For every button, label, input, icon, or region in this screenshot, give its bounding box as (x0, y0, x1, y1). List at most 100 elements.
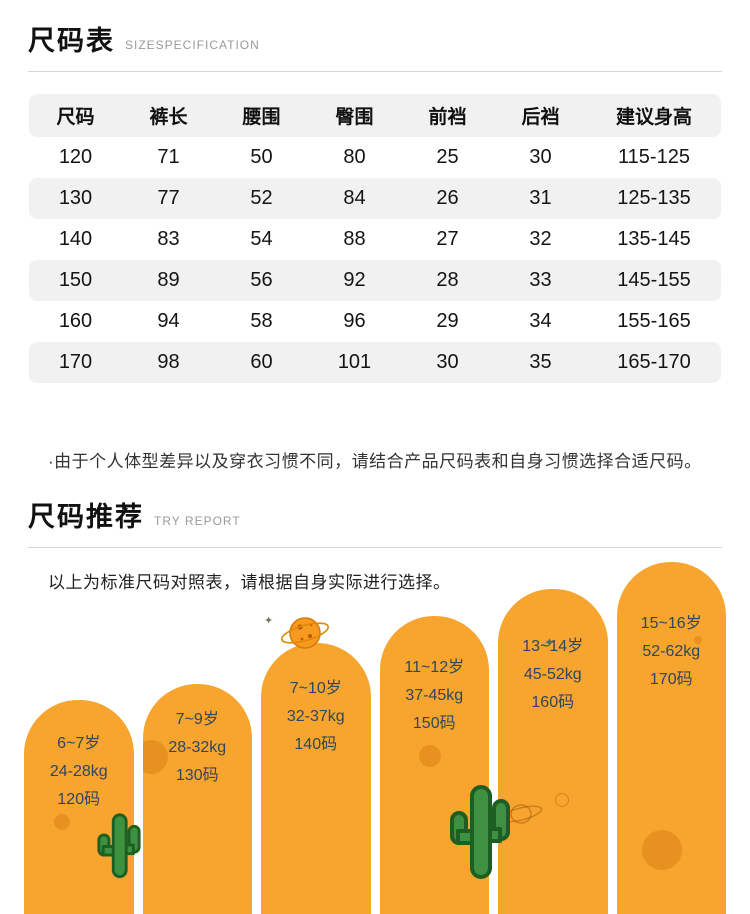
table-cell: 160 (58, 310, 93, 332)
table-cell: 54 (250, 228, 273, 250)
table-row: 120 71 50 80 25 30 115-125 (29, 137, 721, 178)
recommend-section-title: 尺码推荐 (28, 502, 144, 532)
table-cell: 58 (250, 310, 273, 332)
table-cell: 140 (58, 228, 93, 250)
arch-170: 15~16岁 52-62kg 170码 (616, 562, 726, 914)
table-cell: 60 (215, 342, 308, 383)
circle-decor (142, 740, 168, 774)
size-section-title: 尺码表 (28, 26, 115, 56)
table-row: 130 77 52 84 26 31 125-135 (29, 178, 721, 219)
table-cell: 25 (436, 146, 459, 168)
table-cell: 135-145 (617, 228, 691, 250)
section-divider (28, 71, 722, 72)
arch-weight: 52-62kg (642, 643, 701, 660)
arch-160: 13~14岁 45-52kg 160码 (498, 589, 608, 914)
arch-age: 11~12岁 (404, 659, 465, 676)
sparkle-icon: ✦ (544, 635, 555, 650)
dot-decor (693, 636, 702, 644)
table-cell: 83 (157, 228, 180, 250)
dot-decor (54, 814, 70, 830)
circle-decor (418, 745, 441, 767)
planet-icon (281, 617, 329, 649)
table-cell: 92 (308, 260, 401, 301)
arch-size: 150码 (412, 715, 456, 732)
col-back-rise: 后裆 (494, 94, 587, 137)
table-cell: 35 (494, 342, 587, 383)
arch-130: 7~9岁 28-32kg 130码 (142, 684, 252, 914)
arch-age: 6~7岁 (57, 735, 101, 752)
table-row: 150 89 56 92 28 33 145-155 (29, 260, 721, 301)
dot-decor (555, 793, 569, 807)
table-row: 140 83 54 88 27 32 135-145 (29, 219, 721, 260)
table-cell: 30 (529, 146, 552, 168)
cactus-icon (97, 813, 141, 879)
circle-decor (641, 830, 682, 870)
arch-weight: 32-37kg (286, 708, 345, 725)
col-waist: 腰围 (215, 94, 308, 137)
table-cell: 94 (157, 310, 180, 332)
section-divider (28, 547, 722, 548)
col-suggested-height: 建议身高 (587, 94, 721, 137)
arch-size: 120码 (57, 791, 101, 808)
arch-age: 15~16岁 (640, 615, 702, 632)
size-table-head: 尺码 裤长 腰围 臀围 前裆 后裆 建议身高 (29, 94, 721, 137)
table-cell: 101 (308, 342, 401, 383)
arch-age: 7~10岁 (289, 680, 342, 697)
arch-weight: 45-52kg (523, 666, 582, 683)
table-cell: 50 (250, 146, 273, 168)
table-cell: 56 (215, 260, 308, 301)
arch-weight: 24-28kg (49, 763, 108, 780)
table-cell: 170 (29, 342, 122, 383)
table-cell: 130 (29, 178, 122, 219)
table-row: 170 98 60 101 30 35 165-170 (29, 342, 721, 383)
arch-age: 13~14岁 (522, 638, 584, 655)
table-cell: 33 (494, 260, 587, 301)
table-row: 160 94 58 96 29 34 155-165 (29, 301, 721, 342)
table-cell: 84 (308, 178, 401, 219)
arch-size: 140码 (294, 736, 338, 753)
table-cell: 88 (343, 228, 366, 250)
table-cell: 96 (343, 310, 366, 332)
table-cell: 89 (122, 260, 215, 301)
table-cell: 80 (343, 146, 366, 168)
arch-140: 7~10岁 32-37kg 140码 (261, 643, 371, 914)
arch-weight: 37-45kg (405, 687, 464, 704)
table-cell: 26 (401, 178, 494, 219)
table-cell: 31 (494, 178, 587, 219)
col-pants-length: 裤长 (122, 94, 215, 137)
table-cell: 165-170 (587, 342, 721, 383)
table-header-row: 尺码 裤长 腰围 臀围 前裆 后裆 建议身高 (29, 94, 721, 137)
table-cell: 150 (29, 260, 122, 301)
size-section-subtitle: SIZESPECIFICATION (125, 38, 260, 52)
table-cell: 30 (401, 342, 494, 383)
arch-size: 170码 (649, 671, 693, 688)
recommend-section-subtitle: TRY REPORT (154, 514, 241, 528)
col-hip: 臀围 (308, 94, 401, 137)
col-size: 尺码 (29, 94, 122, 137)
arch-weight: 28-32kg (168, 739, 227, 756)
sparkle-icon: ✦ (264, 615, 274, 627)
recommend-note: 以上为标准尺码对照表，请根据自身实际进行选择。 (48, 573, 451, 592)
arch-size: 160码 (531, 694, 575, 711)
table-cell: 98 (122, 342, 215, 383)
table-cell: 32 (529, 228, 552, 250)
table-cell: 52 (215, 178, 308, 219)
table-cell: 28 (401, 260, 494, 301)
arch-size: 130码 (175, 767, 219, 784)
table-cell: 120 (58, 146, 93, 168)
table-cell: 34 (529, 310, 552, 332)
table-cell: 115-125 (618, 146, 690, 168)
table-cell: 155-165 (617, 310, 691, 332)
table-cell: 145-155 (587, 260, 721, 301)
cactus-icon (450, 785, 510, 879)
arch-120: 6~7岁 24-28kg 120码 (24, 700, 134, 914)
size-table: 尺码 裤长 腰围 臀围 前裆 后裆 建议身高 120 71 50 80 25 3… (29, 94, 721, 383)
recommend-section-header: 尺码推荐 TRY REPORT (0, 502, 750, 532)
table-cell: 77 (122, 178, 215, 219)
table-cell: 71 (157, 146, 180, 168)
col-front-rise: 前裆 (401, 94, 494, 137)
table-cell: 29 (436, 310, 459, 332)
size-disclaimer-note: ·由于个人体型差异以及穿衣习惯不同，请结合产品尺码表和自身习惯选择合适尺码。 (48, 452, 702, 471)
table-cell: 27 (436, 228, 459, 250)
